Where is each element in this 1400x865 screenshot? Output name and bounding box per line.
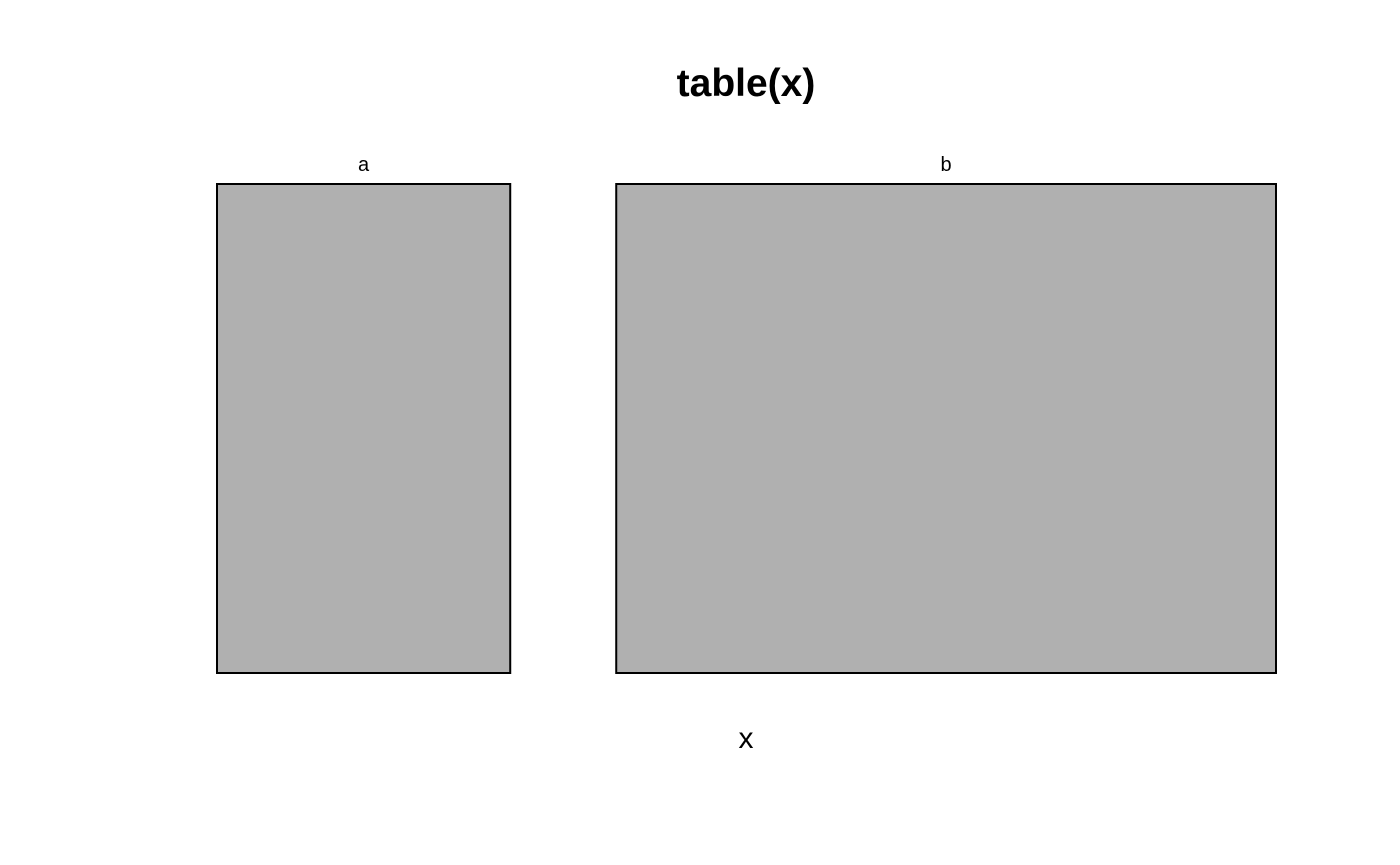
mosaic-tile-a xyxy=(216,183,512,674)
mosaic-tiles xyxy=(216,183,1277,674)
x-axis-label: x xyxy=(739,722,754,755)
chart-title: table(x) xyxy=(677,62,816,105)
mosaic-tile-b xyxy=(615,183,1277,674)
category-label-b: b xyxy=(941,154,952,176)
category-label-a: a xyxy=(358,154,370,176)
